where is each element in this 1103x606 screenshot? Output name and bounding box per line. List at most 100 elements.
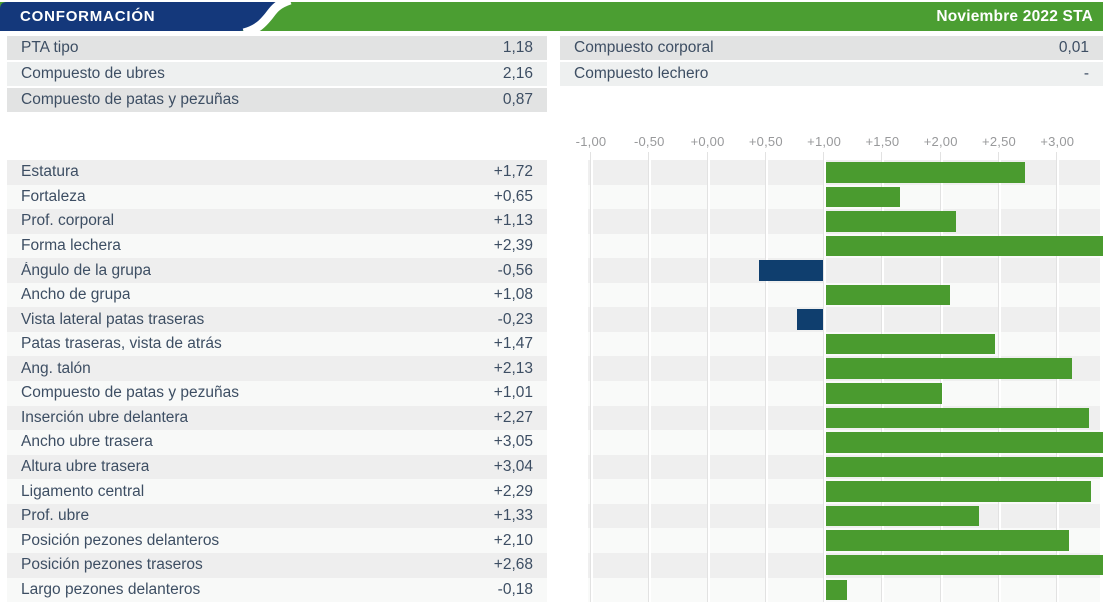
trait-label: Altura ubre trasera bbox=[21, 457, 150, 475]
trait-value: +3,04 bbox=[493, 457, 533, 475]
trait-label: Compuesto de patas y pezuñas bbox=[21, 384, 239, 402]
trait-bar bbox=[797, 309, 823, 330]
trait-row: Ang. talón +2,13 bbox=[7, 356, 547, 382]
trait-label: Ang. talón bbox=[21, 359, 91, 377]
trait-label: Ángulo de la grupa bbox=[21, 261, 152, 279]
trait-row: Patas traseras, vista de atrás +1,47 bbox=[7, 331, 547, 357]
trait-label: Ligamento central bbox=[21, 482, 145, 500]
trait-row: Prof. corporal +1,13 bbox=[7, 209, 547, 234]
trait-row: Posición pezones delanteros +2,10 bbox=[7, 528, 547, 553]
summary-row: Compuesto de ubres 2,16 bbox=[7, 62, 547, 86]
chart-row-stripe bbox=[588, 307, 1100, 332]
trait-row: Vista lateral patas traseras -0,23 bbox=[7, 307, 547, 332]
trait-value: +1,13 bbox=[493, 212, 533, 230]
chart-x-axis: -1,00 -0,50 +0,00 +0,50 +1,00 +1,50 +2,00 +2,50… bbox=[0, 134, 1103, 151]
chart-gridline bbox=[764, 152, 768, 602]
trait-bar bbox=[825, 358, 1073, 379]
trait-row: Ligamento central +2,29 bbox=[7, 479, 547, 504]
trait-value: +2,68 bbox=[493, 556, 533, 574]
trait-row: Estatura +1,72 bbox=[7, 160, 547, 185]
trait-bar bbox=[758, 260, 823, 281]
axis-tick-label: -1,00 bbox=[575, 134, 607, 149]
trait-value: +2,29 bbox=[493, 482, 533, 500]
trait-label: Ancho ubre trasera bbox=[21, 433, 153, 451]
summary-row-label: Compuesto corporal bbox=[574, 39, 714, 56]
summary-row-value: 0,01 bbox=[1058, 39, 1089, 56]
axis-tick-label: +3,00 bbox=[1040, 134, 1075, 149]
composite-summary-table-right: Compuesto corporal 0,01 Compuesto lechero - bbox=[560, 36, 1103, 88]
trait-value: +3,05 bbox=[493, 433, 533, 451]
axis-tick-label: +0,00 bbox=[690, 134, 725, 149]
trait-bar bbox=[825, 505, 980, 527]
axis-tick-label: +1,50 bbox=[865, 134, 900, 149]
axis-tick-label: +1,00 bbox=[807, 134, 842, 149]
trait-row: Ángulo de la grupa -0,56 bbox=[7, 258, 547, 283]
chart-gridline bbox=[823, 152, 827, 602]
bar-chart-plot bbox=[0, 152, 1103, 603]
trait-label: Posición pezones traseros bbox=[21, 556, 203, 574]
summary-row-value: 1,18 bbox=[502, 39, 533, 56]
trait-value: +1,08 bbox=[493, 286, 533, 304]
trait-value: +2,13 bbox=[493, 359, 533, 377]
trait-label: Inserción ubre delantera bbox=[21, 408, 189, 426]
trait-row: Compuesto de patas y pezuñas +1,01 bbox=[7, 381, 547, 406]
summary-row-label: PTA tipo bbox=[21, 39, 79, 56]
trait-value: -0,18 bbox=[497, 580, 533, 598]
trait-bar bbox=[825, 554, 1103, 576]
trait-bar bbox=[825, 407, 1089, 429]
chart-gridline bbox=[706, 152, 710, 602]
trait-row: Inserción ubre delantera +2,27 bbox=[7, 405, 547, 431]
summary-row-label: Compuesto de ubres bbox=[21, 65, 165, 82]
trait-row: Largo pezones delanteros -0,18 bbox=[7, 577, 547, 603]
trait-value: +1,01 bbox=[493, 384, 533, 402]
chart-row-stripe bbox=[588, 258, 1100, 283]
trait-value: -0,56 bbox=[497, 261, 533, 279]
trait-bar bbox=[825, 162, 1025, 183]
summary-row-value: 0,87 bbox=[502, 91, 533, 108]
summary-row-value: 2,16 bbox=[502, 65, 533, 82]
trait-value: +1,33 bbox=[493, 507, 533, 525]
trait-bar bbox=[825, 186, 900, 208]
summary-row: Compuesto corporal 0,01 bbox=[560, 36, 1103, 60]
summary-row-label: Compuesto de patas y pezuñas bbox=[21, 91, 239, 108]
header-band-graphic bbox=[0, 2, 1103, 31]
trait-row: Altura ubre trasera +3,04 bbox=[7, 454, 547, 480]
trait-row: Prof. ubre +1,33 bbox=[7, 503, 547, 529]
section-title: CONFORMACIÓN bbox=[20, 8, 156, 25]
trait-bar bbox=[825, 481, 1092, 502]
trait-bar bbox=[825, 530, 1069, 551]
trait-bar bbox=[825, 383, 942, 404]
trait-value: +2,39 bbox=[493, 236, 533, 254]
trait-label: Largo pezones delanteros bbox=[21, 580, 201, 598]
trait-bar bbox=[825, 211, 956, 232]
trait-label: Prof. ubre bbox=[21, 507, 90, 525]
trait-label: Estatura bbox=[21, 163, 79, 181]
chart-gridline bbox=[648, 152, 652, 602]
trait-bar bbox=[825, 235, 1103, 257]
axis-tick-label: +2,00 bbox=[923, 134, 958, 149]
trait-value: -0,23 bbox=[497, 310, 533, 328]
summary-row-value: - bbox=[1083, 65, 1089, 82]
trait-bar bbox=[825, 579, 848, 601]
trait-label: Fortaleza bbox=[21, 187, 86, 205]
trait-value: +1,47 bbox=[493, 335, 533, 353]
trait-row: Forma lechera +2,39 bbox=[7, 233, 547, 259]
trait-bar bbox=[825, 333, 996, 355]
section-header: CONFORMACIÓN Noviembre 2022 STA bbox=[0, 2, 1103, 31]
summary-row: Compuesto de patas y pezuñas 0,87 bbox=[7, 88, 547, 112]
trait-row: Ancho de grupa +1,08 bbox=[7, 282, 547, 308]
trait-value: +0,65 bbox=[493, 187, 533, 205]
trait-label: Patas traseras, vista de atrás bbox=[21, 335, 222, 353]
trait-value: +2,27 bbox=[493, 408, 533, 426]
composite-summary-table-left: PTA tipo 1,18 Compuesto de ubres 2,16 Compue… bbox=[7, 36, 547, 114]
trait-value: +2,10 bbox=[493, 531, 533, 549]
trait-label: Posición pezones delanteros bbox=[21, 531, 220, 549]
trait-row: Posición pezones traseros +2,68 bbox=[7, 552, 547, 578]
axis-tick-label: -0,50 bbox=[633, 134, 665, 149]
summary-row: PTA tipo 1,18 bbox=[7, 36, 547, 60]
trait-label: Forma lechera bbox=[21, 236, 121, 254]
axis-tick-label: +2,50 bbox=[982, 134, 1016, 149]
summary-row: Compuesto lechero - bbox=[560, 62, 1103, 86]
trait-bar bbox=[825, 284, 951, 306]
